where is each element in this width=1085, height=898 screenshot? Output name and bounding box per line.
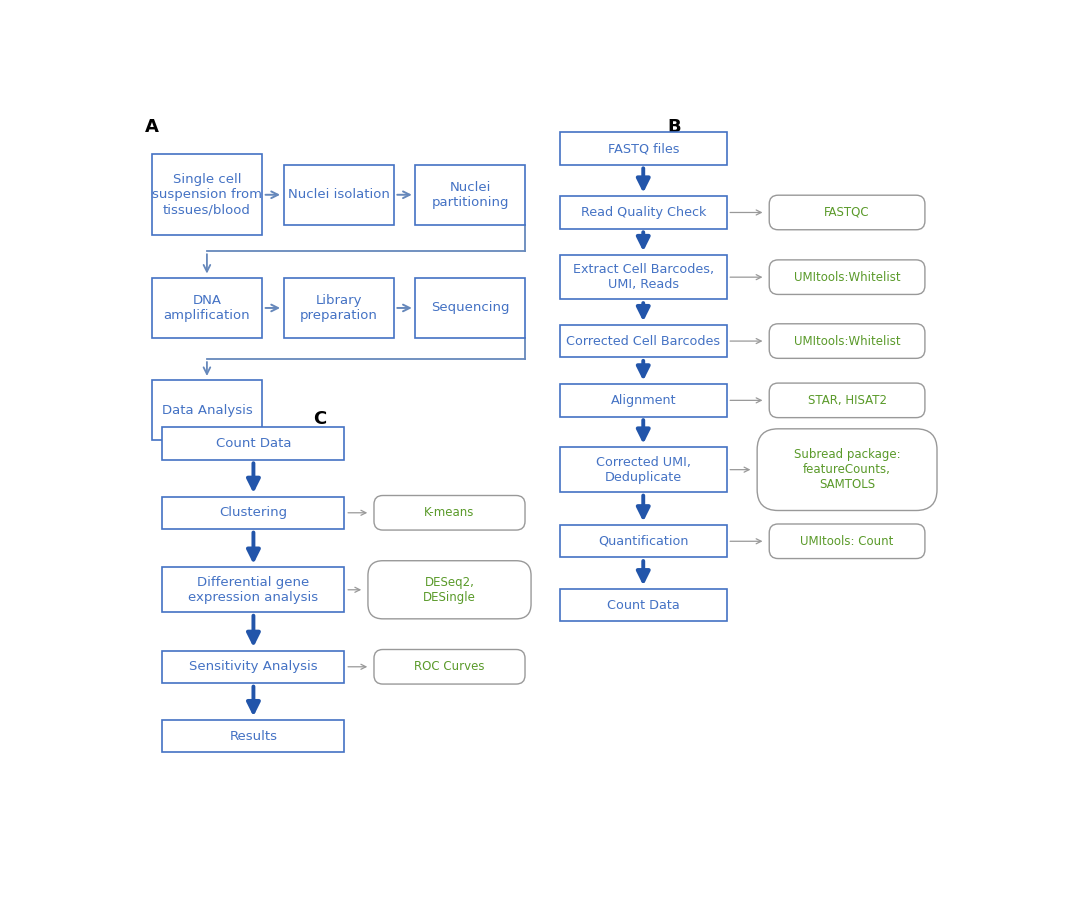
Text: Extract Cell Barcodes,
UMI, Reads: Extract Cell Barcodes, UMI, Reads xyxy=(573,263,714,291)
Text: ROC Curves: ROC Curves xyxy=(414,660,485,674)
Text: Alignment: Alignment xyxy=(611,394,676,407)
Text: Library
preparation: Library preparation xyxy=(299,294,378,322)
FancyBboxPatch shape xyxy=(416,277,525,338)
FancyBboxPatch shape xyxy=(374,496,525,530)
Text: Count Data: Count Data xyxy=(607,599,679,612)
FancyBboxPatch shape xyxy=(769,324,924,358)
FancyBboxPatch shape xyxy=(560,325,727,357)
Text: Nuclei
partitioning: Nuclei partitioning xyxy=(432,180,509,208)
FancyBboxPatch shape xyxy=(163,497,345,529)
FancyBboxPatch shape xyxy=(163,651,345,683)
FancyBboxPatch shape xyxy=(769,260,924,295)
FancyBboxPatch shape xyxy=(769,383,924,418)
FancyBboxPatch shape xyxy=(374,649,525,684)
Text: Read Quality Check: Read Quality Check xyxy=(580,206,706,219)
Text: FASTQC: FASTQC xyxy=(825,206,870,219)
Text: STAR, HISAT2: STAR, HISAT2 xyxy=(807,394,886,407)
Text: Subread package:
featureCounts,
SAMTOLS: Subread package: featureCounts, SAMTOLS xyxy=(794,448,901,491)
Text: UMItools: Count: UMItools: Count xyxy=(801,535,894,548)
Text: DESeq2,
DESingle: DESeq2, DESingle xyxy=(423,576,476,603)
Text: Count Data: Count Data xyxy=(216,437,291,450)
Text: Quantification: Quantification xyxy=(598,535,689,548)
Text: Results: Results xyxy=(229,729,278,743)
Text: UMItools:Whitelist: UMItools:Whitelist xyxy=(794,270,901,284)
FancyBboxPatch shape xyxy=(163,720,345,753)
FancyBboxPatch shape xyxy=(757,429,937,510)
FancyBboxPatch shape xyxy=(152,277,261,338)
FancyBboxPatch shape xyxy=(163,568,345,612)
FancyBboxPatch shape xyxy=(283,277,394,338)
Text: Single cell
suspension from
tissues/blood: Single cell suspension from tissues/bloo… xyxy=(152,173,261,216)
Text: UMItools:Whitelist: UMItools:Whitelist xyxy=(794,335,901,348)
FancyBboxPatch shape xyxy=(560,447,727,492)
FancyBboxPatch shape xyxy=(283,164,394,224)
Text: FASTQ files: FASTQ files xyxy=(608,142,679,155)
FancyBboxPatch shape xyxy=(560,197,727,229)
Text: K-means: K-means xyxy=(424,506,475,519)
FancyBboxPatch shape xyxy=(769,195,924,230)
FancyBboxPatch shape xyxy=(560,525,727,558)
FancyBboxPatch shape xyxy=(769,524,924,559)
Text: Corrected Cell Barcodes: Corrected Cell Barcodes xyxy=(566,335,720,348)
Text: DNA
amplification: DNA amplification xyxy=(164,294,251,322)
FancyBboxPatch shape xyxy=(368,560,531,619)
Text: Clustering: Clustering xyxy=(219,506,288,519)
FancyBboxPatch shape xyxy=(416,164,525,224)
Text: A: A xyxy=(145,118,158,136)
Text: Sensitivity Analysis: Sensitivity Analysis xyxy=(189,660,318,674)
FancyBboxPatch shape xyxy=(152,381,261,440)
FancyBboxPatch shape xyxy=(163,427,345,460)
FancyBboxPatch shape xyxy=(560,255,727,300)
Text: C: C xyxy=(314,410,327,428)
FancyBboxPatch shape xyxy=(152,154,261,235)
Text: B: B xyxy=(667,118,681,136)
Text: Differential gene
expression analysis: Differential gene expression analysis xyxy=(189,576,319,603)
FancyBboxPatch shape xyxy=(560,132,727,164)
Text: Sequencing: Sequencing xyxy=(431,302,510,314)
FancyBboxPatch shape xyxy=(560,384,727,417)
Text: Corrected UMI,
Deduplicate: Corrected UMI, Deduplicate xyxy=(596,455,691,484)
Text: Data Analysis: Data Analysis xyxy=(162,404,253,417)
FancyBboxPatch shape xyxy=(560,589,727,621)
Text: Nuclei isolation: Nuclei isolation xyxy=(288,189,390,201)
